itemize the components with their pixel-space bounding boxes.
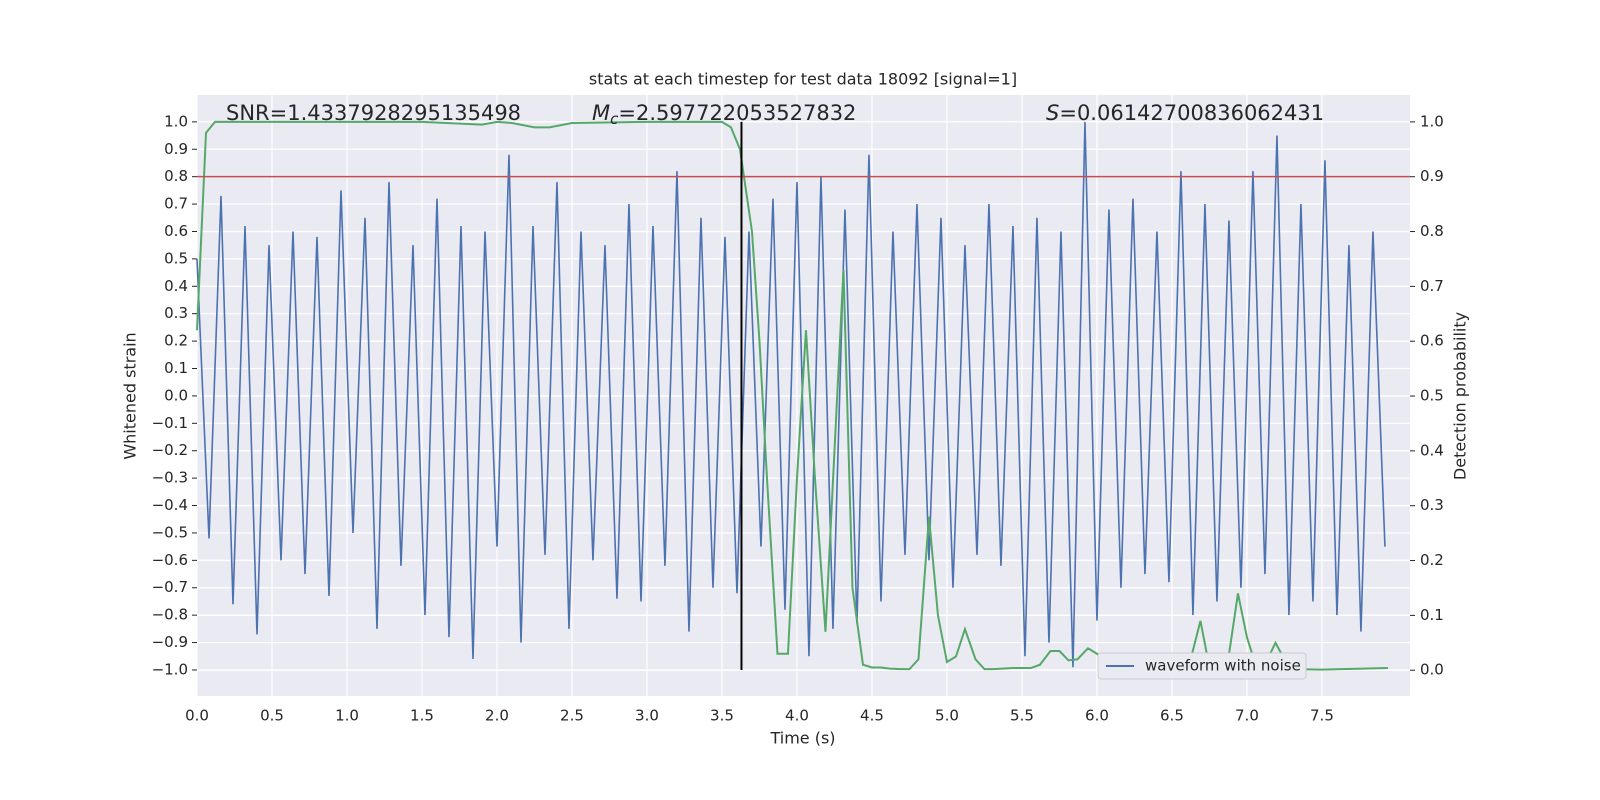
y-tick-label: 0.9 [164, 140, 188, 158]
y-tick-label: 0.3 [164, 304, 188, 322]
y2-tick-label: 0.8 [1420, 222, 1444, 240]
mc-text: =2.597722053527832 [618, 101, 856, 125]
y-tick-label: −0.4 [152, 496, 188, 514]
y-tick-label: 1.0 [164, 112, 188, 130]
y-tick-label: 0.6 [164, 222, 188, 240]
x-tick-label: 2.5 [560, 707, 584, 725]
y2-tick-label: 0.1 [1420, 606, 1444, 624]
y-tick-label: −0.8 [152, 606, 188, 624]
x-tick-label: 5.5 [1010, 707, 1034, 725]
y-tick-label: 0.1 [164, 359, 188, 377]
y2-tick-label: 0.7 [1420, 277, 1444, 295]
y-tick-label: −0.1 [152, 414, 188, 432]
x-tick-label: 0.5 [260, 707, 284, 725]
x-axis-label: Time (s) [769, 729, 835, 748]
y-tick-label: 0.0 [164, 386, 188, 404]
snr-annotation: SNR=1.4337928295135498 [226, 101, 521, 125]
x-tick-label: 6.5 [1160, 707, 1184, 725]
y2-tick-label: 1.0 [1420, 112, 1444, 130]
x-tick-label: 3.0 [635, 707, 659, 725]
y2-tick-label: 0.3 [1420, 496, 1444, 514]
x-tick-label: 6.0 [1085, 707, 1109, 725]
s-symbol: S [1046, 101, 1059, 125]
s-text: =0.06142700836062431 [1059, 101, 1324, 125]
ticks: 0.0 0.5 1.0 1.5 2.0 2.5 3.0 3.5 4.0 4.5 5.0 5.5 6.0 6… [152, 112, 1444, 724]
y-axis-label: Whitened strain [121, 332, 140, 459]
y-tick-label: 0.7 [164, 195, 188, 213]
x-tick-label: 4.5 [860, 707, 884, 725]
x-tick-label: 4.0 [785, 707, 809, 725]
marks [196, 120, 1410, 672]
y-tick-label: −0.5 [152, 523, 188, 541]
y-tick-label: 0.4 [164, 277, 188, 295]
waveform-line [196, 121, 1386, 668]
y-tick-label: 0.8 [164, 167, 188, 185]
s-annotation: S=0.06142700836062431 [1046, 101, 1324, 125]
y-tick-label: 0.2 [164, 332, 188, 350]
legend-label: waveform with noise [1145, 657, 1301, 675]
mc-symbol: M [592, 101, 610, 125]
y-tick-label: −0.2 [152, 441, 188, 459]
chart-title: stats at each timestep for test data 180… [589, 70, 1017, 89]
legend: waveform with noise [1097, 652, 1307, 680]
y2-tick-label: 0.4 [1420, 441, 1444, 459]
x-tick-label: 3.5 [710, 707, 734, 725]
y-tick-label: −0.9 [152, 633, 188, 651]
y-tick-label: −1.0 [152, 660, 188, 678]
y2-tick-label: 0.0 [1420, 661, 1444, 679]
x-tick-label: 1.5 [410, 707, 434, 725]
x-tick-label: 5.0 [935, 707, 959, 725]
y2-tick-label: 0.2 [1420, 551, 1444, 569]
x-tick-label: 0.0 [185, 707, 209, 725]
y-tick-label: −0.7 [152, 578, 188, 596]
mc-subscript: c [610, 110, 619, 128]
y2-axis-label: Detection probability [1451, 312, 1470, 480]
y2-tick-label: 0.6 [1420, 332, 1444, 350]
y2-tick-label: 0.5 [1420, 387, 1444, 405]
legend-box [1097, 652, 1307, 680]
probability-line [196, 120, 1388, 672]
y-tick-label: −0.6 [152, 551, 188, 569]
y2-tick-label: 0.9 [1420, 167, 1444, 185]
y-tick-label: 0.5 [164, 249, 188, 267]
x-tick-label: 7.0 [1235, 707, 1259, 725]
x-tick-label: 1.0 [335, 707, 359, 725]
mc-annotation: Mc=2.597722053527832 [592, 101, 856, 128]
x-tick-label: 7.5 [1310, 707, 1334, 725]
x-tick-label: 2.0 [485, 707, 509, 725]
y-tick-label: −0.3 [152, 469, 188, 487]
